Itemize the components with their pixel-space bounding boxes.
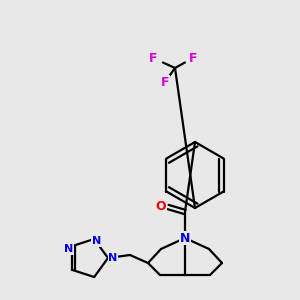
Text: F: F xyxy=(161,76,169,88)
Text: N: N xyxy=(180,232,190,244)
Text: F: F xyxy=(149,52,157,64)
Text: O: O xyxy=(156,200,166,214)
Text: N: N xyxy=(92,236,101,246)
Text: F: F xyxy=(189,52,197,64)
Text: N: N xyxy=(64,244,74,254)
Text: N: N xyxy=(108,253,118,263)
